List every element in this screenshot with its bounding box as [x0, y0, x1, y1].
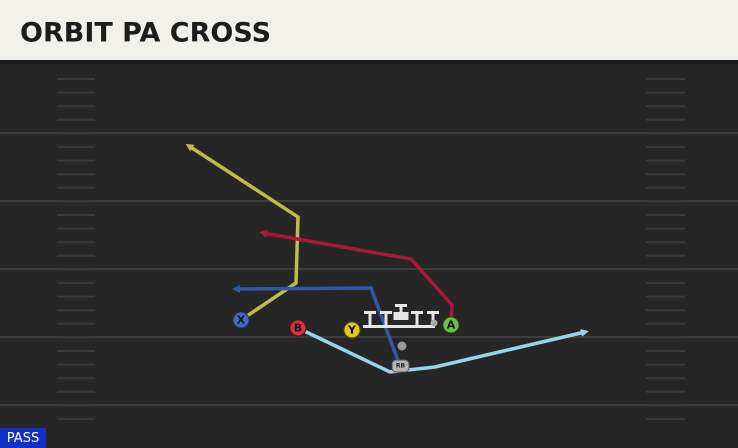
route-b: [297, 326, 589, 374]
player-label: A: [447, 319, 456, 332]
player-a: [442, 316, 460, 334]
field-lines: [0, 78, 738, 420]
play-type: PASS: [7, 431, 39, 446]
player-label: RB: [396, 363, 406, 370]
route-rb: [232, 284, 402, 367]
route-x: [185, 143, 300, 322]
lineman: [364, 311, 376, 326]
tight-end-dot: [430, 319, 438, 327]
player-y: [343, 321, 361, 339]
header-bar: [0, 0, 738, 60]
play-title: ORBIT PA CROSS: [20, 18, 271, 49]
offensive-line: [363, 304, 439, 328]
player-label: B: [294, 322, 302, 335]
header-shadow: [0, 60, 738, 64]
line-bar: [363, 325, 435, 328]
player-label: Y: [347, 324, 357, 337]
player-b: [289, 319, 307, 337]
center: [393, 304, 409, 320]
lineman: [380, 311, 392, 326]
player-label: X: [237, 314, 246, 327]
quarterback: [397, 341, 407, 351]
player-x: [232, 311, 250, 329]
play-type-tag: [0, 428, 46, 448]
lineman: [411, 311, 423, 326]
route-a: [259, 229, 454, 326]
lineman: [427, 311, 439, 326]
player-rb: [391, 359, 410, 373]
